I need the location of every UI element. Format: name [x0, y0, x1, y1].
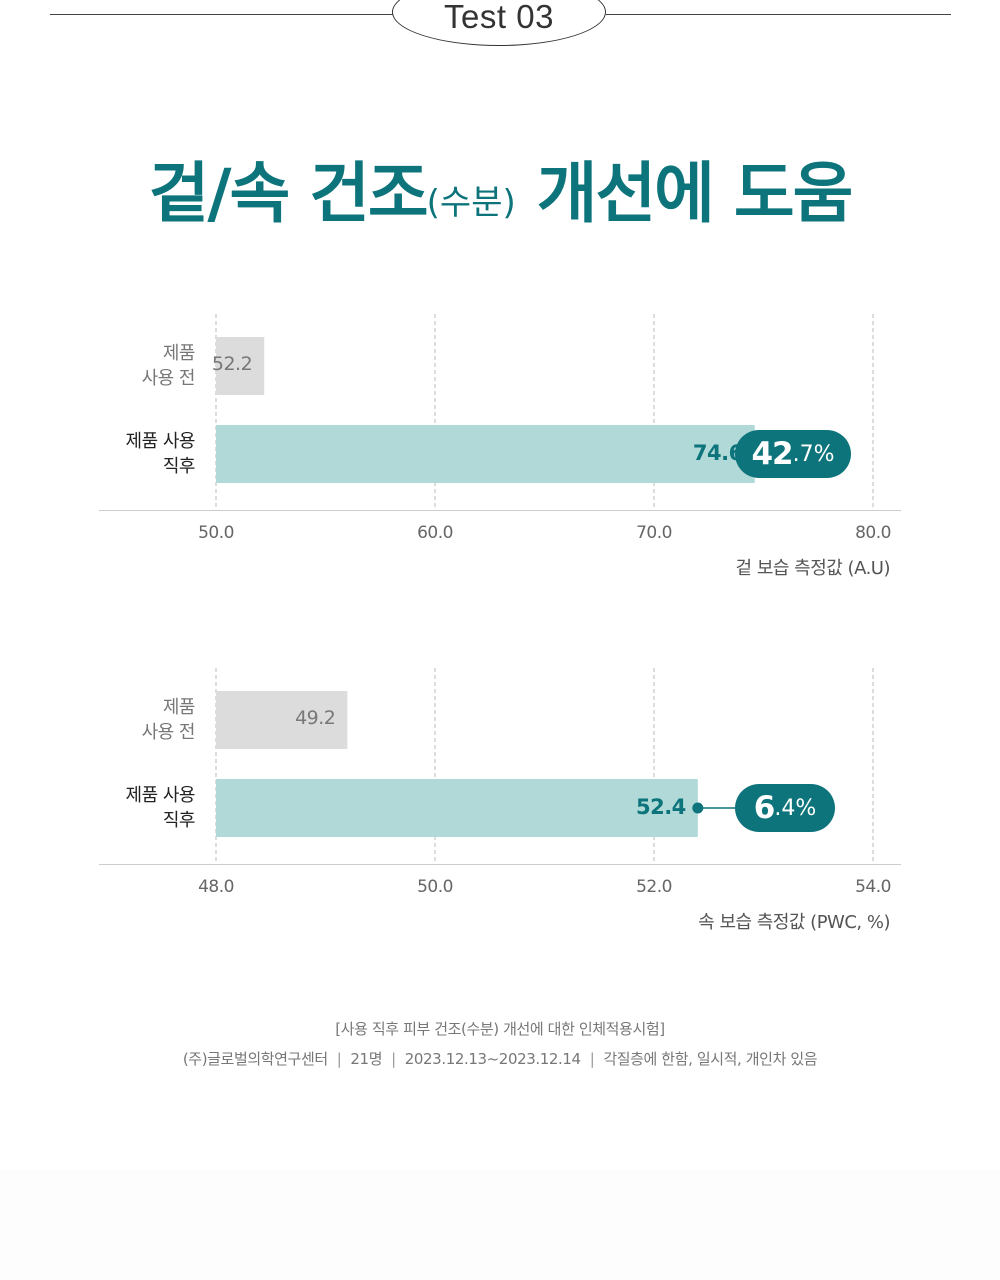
x-tick-label: 70.0: [636, 523, 672, 543]
x-tick-label: 50.0: [417, 877, 453, 897]
category-label-line: 사용 전: [141, 722, 196, 743]
x-tick-label: 80.0: [855, 523, 891, 543]
improvement-value: 6: [753, 790, 776, 826]
footnote-part: 각질층에 한함, 일시적, 개인차 있음: [603, 1050, 818, 1068]
x-tick-label: 52.0: [636, 877, 672, 897]
x-axis-title: 속 보습 측정값 (PWC, %): [698, 912, 890, 933]
title-main-2: 개선에 도움: [536, 155, 854, 232]
test-label: Test 03: [444, 0, 554, 35]
x-axis-title: 겉 보습 측정값 (A.U): [735, 558, 891, 579]
category-label-line: 제품 사용: [125, 431, 196, 452]
bar-before: [216, 337, 265, 395]
title-main-1: 겉/속 건조: [148, 155, 429, 232]
chart-svg: [99, 668, 901, 865]
category-label-line: 직후: [162, 456, 196, 477]
x-tick-label: 54.0: [855, 877, 891, 897]
bottom-area: [0, 1170, 1000, 1280]
category-label-line: 제품: [162, 697, 196, 718]
value-label-after: 74.6: [692, 441, 743, 465]
improvement-decimal: .7%: [792, 441, 835, 467]
category-label-line: 제품: [162, 343, 196, 364]
chart-outer-moisture: 제품 사용 전 제품 사용 직후 52.2 74.6 42.7% 50.0 60.0 70.0 80…: [0, 310, 1000, 600]
category-label-line: 제품 사용: [125, 785, 196, 806]
x-tick-label: 50.0: [198, 523, 234, 543]
bar-before: [216, 691, 348, 749]
category-label-line: 사용 전: [141, 368, 196, 389]
footnote-separator: |: [391, 1050, 396, 1068]
connector-dot: [692, 802, 704, 814]
page-title: 겉/속 건조(수분) 개선에 도움: [0, 140, 1000, 236]
value-label-before: 49.2: [295, 707, 336, 729]
footnote-part: 2023.12.13~2023.12.14: [404, 1050, 581, 1068]
bar-after: [216, 779, 698, 837]
footnote-study-title: [사용 직후 피부 건조(수분) 개선에 대한 인체적용시험]: [335, 1020, 665, 1038]
improvement-decimal: .4%: [774, 795, 817, 821]
improvement-value: 42: [751, 436, 793, 472]
category-label-line: 직후: [162, 810, 196, 831]
chart-svg: [99, 314, 901, 511]
improvement-badge: 42.7%: [735, 430, 851, 478]
footnote-separator: |: [336, 1050, 342, 1068]
footnote-part: 21명: [350, 1050, 383, 1068]
header-rule-right: [606, 14, 951, 15]
footnote-part: (주)글로벌의학연구센터: [182, 1050, 328, 1068]
title-paren: (수분): [426, 183, 516, 223]
value-label-before: 52.2: [211, 353, 253, 375]
bar-after: [216, 425, 755, 483]
footnote-separator: |: [589, 1050, 595, 1068]
improvement-badge: 6.4%: [735, 784, 835, 832]
header-rule-left: [50, 14, 394, 15]
x-tick-label: 48.0: [198, 877, 234, 897]
footnote-study-details: (주)글로벌의학연구센터 | 21명 | 2023.12.13~2023.12.14 | 각…: [0, 1048, 1000, 1069]
value-label-after: 52.4: [635, 795, 686, 819]
x-tick-label: 60.0: [417, 523, 453, 543]
